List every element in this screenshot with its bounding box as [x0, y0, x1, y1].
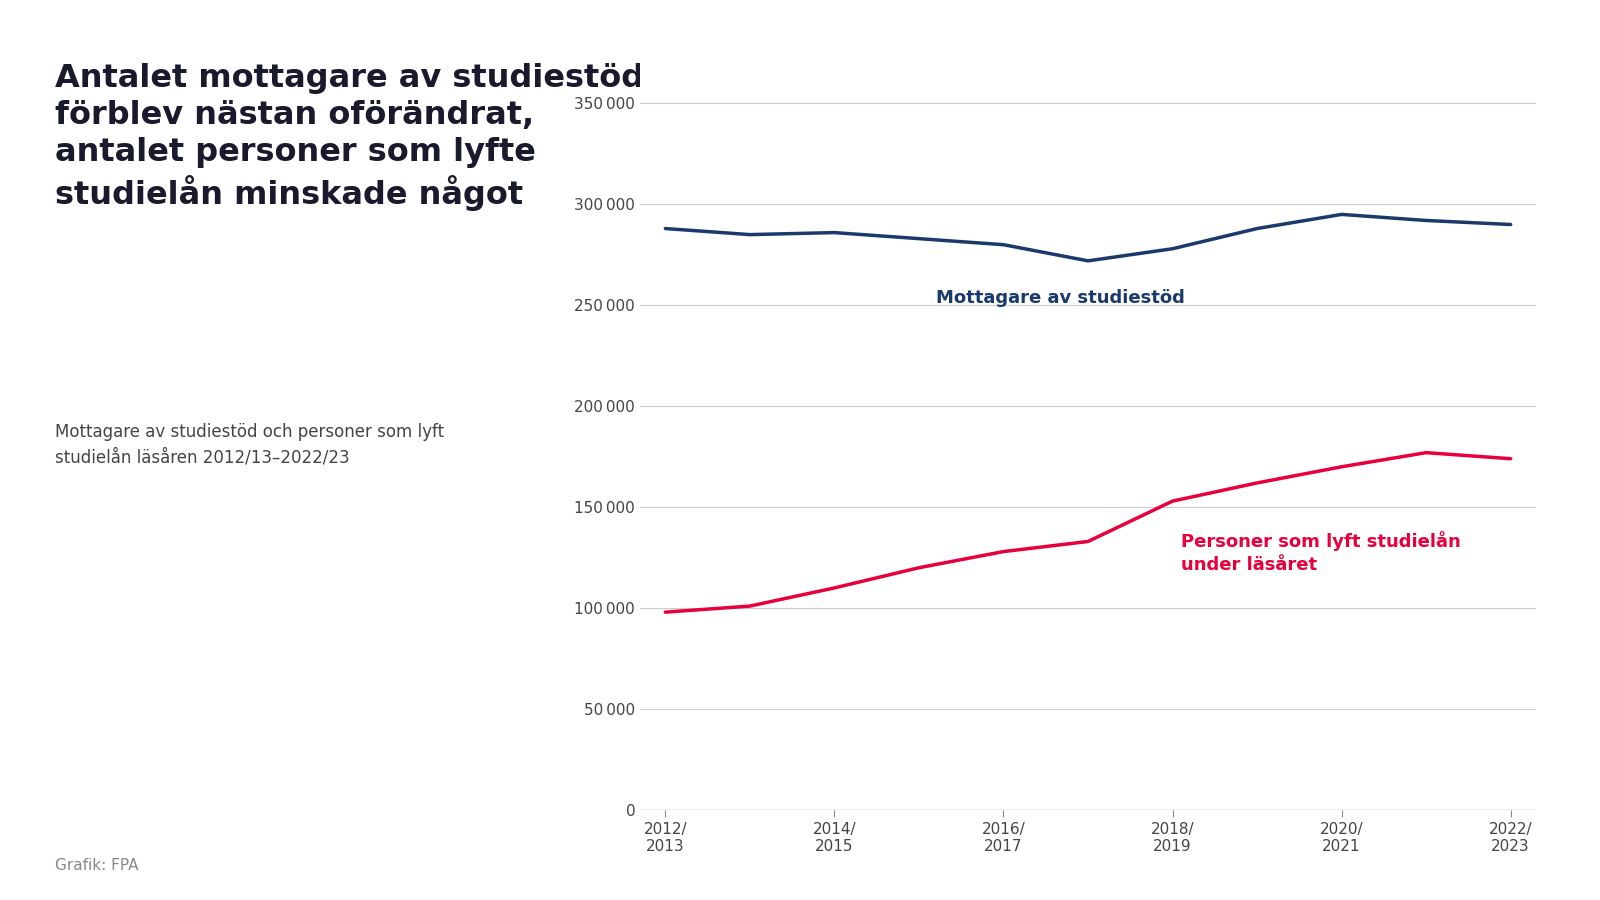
Text: Mottagare av studiestöd och personer som lyft
studielån läsåren 2012/13–2022/23: Mottagare av studiestöd och personer som…	[54, 423, 445, 466]
Text: Grafik: FPA: Grafik: FPA	[54, 858, 139, 873]
Text: Antalet mottagare av studiestöd
förblev nästan oförändrat,
antalet personer som : Antalet mottagare av studiestöd förblev …	[54, 63, 645, 211]
Text: Mottagare av studiestöd: Mottagare av studiestöd	[936, 289, 1184, 307]
Text: Personer som lyft studielån
under läsåret: Personer som lyft studielån under läsåre…	[1181, 531, 1461, 573]
